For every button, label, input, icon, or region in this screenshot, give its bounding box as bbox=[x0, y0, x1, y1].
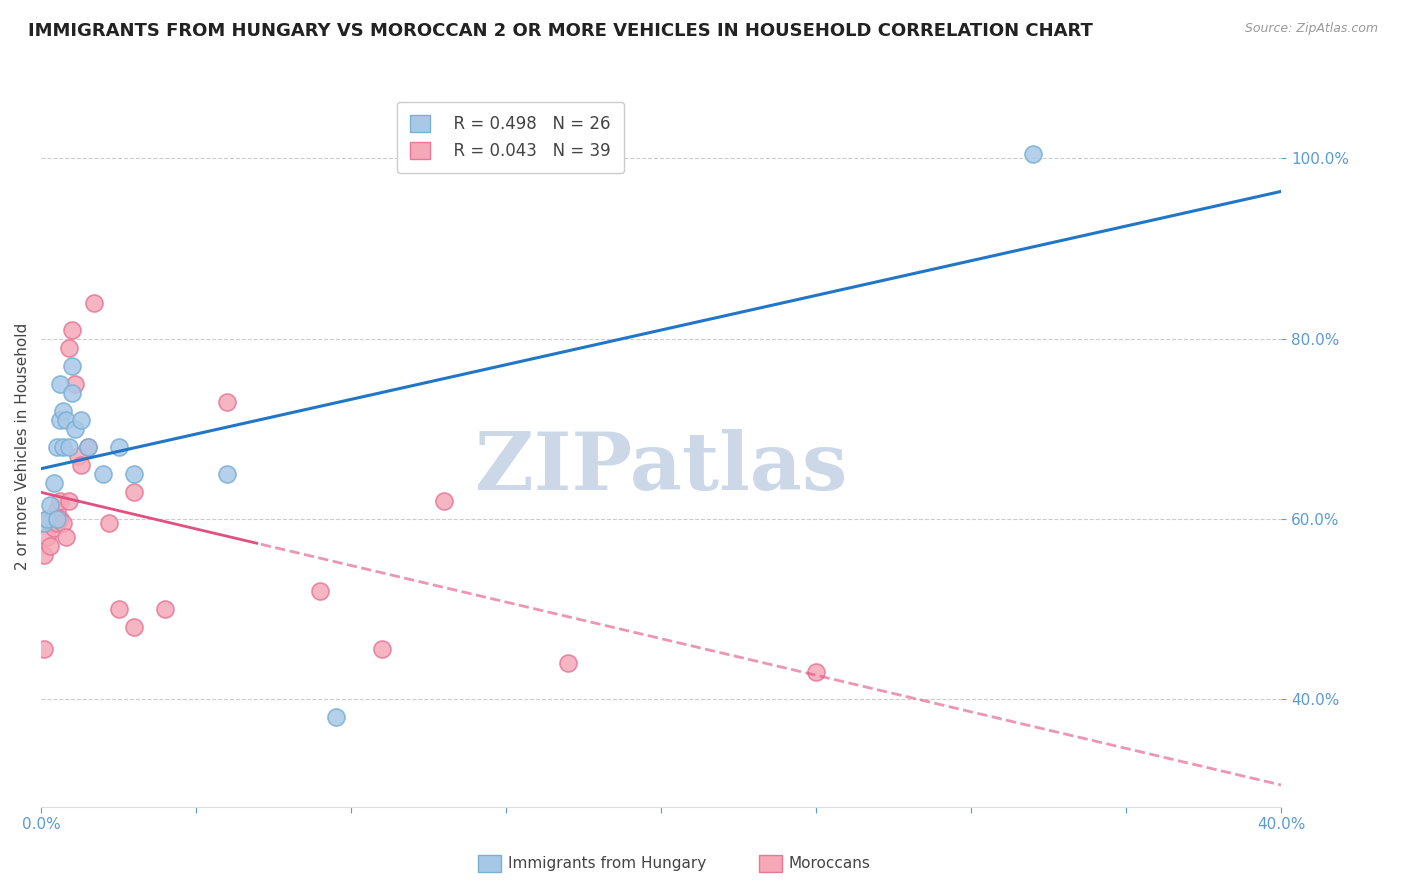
Point bbox=[76, 440, 98, 454]
Point bbox=[55, 530, 77, 544]
Point bbox=[58, 440, 80, 454]
Point bbox=[557, 656, 579, 670]
Point bbox=[55, 412, 77, 426]
Text: Moroccans: Moroccans bbox=[789, 856, 870, 871]
Point bbox=[122, 484, 145, 499]
Text: ZIPatlas: ZIPatlas bbox=[475, 429, 848, 508]
Point bbox=[42, 521, 65, 535]
Point bbox=[37, 512, 59, 526]
Point bbox=[804, 665, 827, 679]
Point bbox=[42, 475, 65, 490]
Point bbox=[83, 295, 105, 310]
Point bbox=[39, 498, 62, 512]
Point bbox=[32, 516, 55, 531]
Point bbox=[48, 493, 70, 508]
Point bbox=[37, 530, 59, 544]
Point bbox=[63, 422, 86, 436]
Point bbox=[122, 620, 145, 634]
Point bbox=[45, 440, 67, 454]
Point bbox=[371, 642, 394, 657]
Point bbox=[52, 516, 75, 531]
Text: IMMIGRANTS FROM HUNGARY VS MOROCCAN 2 OR MORE VEHICLES IN HOUSEHOLD CORRELATION : IMMIGRANTS FROM HUNGARY VS MOROCCAN 2 OR… bbox=[28, 22, 1092, 40]
Point bbox=[42, 516, 65, 531]
Point bbox=[58, 493, 80, 508]
Point bbox=[48, 376, 70, 391]
Point bbox=[52, 403, 75, 417]
Point bbox=[433, 493, 456, 508]
Point bbox=[91, 467, 114, 481]
Point bbox=[325, 710, 347, 724]
Point bbox=[39, 539, 62, 553]
Point bbox=[107, 440, 129, 454]
Point bbox=[32, 642, 55, 657]
Point bbox=[45, 512, 67, 526]
Point bbox=[48, 412, 70, 426]
Point bbox=[48, 512, 70, 526]
Point bbox=[1022, 147, 1045, 161]
Point bbox=[39, 516, 62, 531]
Point bbox=[60, 359, 83, 373]
Point bbox=[45, 516, 67, 531]
Point bbox=[217, 394, 239, 409]
Point bbox=[60, 385, 83, 400]
Legend:   R = 0.498   N = 26,   R = 0.043   N = 39: R = 0.498 N = 26, R = 0.043 N = 39 bbox=[396, 102, 624, 173]
Point bbox=[76, 440, 98, 454]
Text: Immigrants from Hungary: Immigrants from Hungary bbox=[508, 856, 706, 871]
Point bbox=[309, 583, 332, 598]
Point bbox=[63, 376, 86, 391]
Point bbox=[58, 341, 80, 355]
Point bbox=[217, 467, 239, 481]
Point bbox=[60, 322, 83, 336]
Point bbox=[70, 458, 93, 472]
Point bbox=[153, 602, 176, 616]
Point bbox=[98, 516, 121, 531]
Point bbox=[32, 548, 55, 562]
Point bbox=[67, 449, 90, 463]
Point bbox=[45, 502, 67, 516]
Text: Source: ZipAtlas.com: Source: ZipAtlas.com bbox=[1244, 22, 1378, 36]
Point bbox=[122, 467, 145, 481]
Y-axis label: 2 or more Vehicles in Household: 2 or more Vehicles in Household bbox=[15, 323, 30, 570]
Point bbox=[37, 512, 59, 526]
Point bbox=[70, 412, 93, 426]
Point bbox=[52, 440, 75, 454]
Point bbox=[107, 602, 129, 616]
